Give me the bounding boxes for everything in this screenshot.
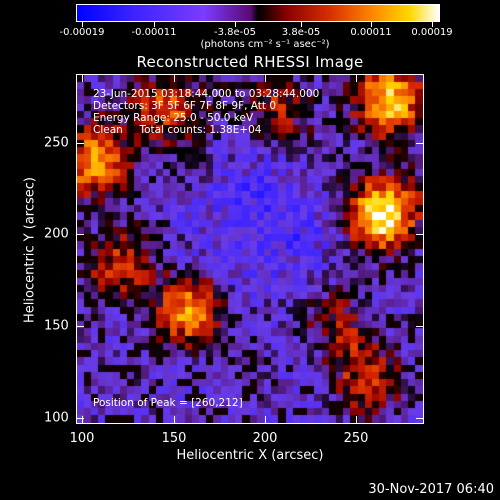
colorbar-tick-label: 0.00019 — [411, 27, 453, 38]
colorbar-tick — [235, 22, 236, 27]
colorbar-tick — [154, 22, 155, 27]
x-axis-tick — [82, 416, 83, 424]
colorbar-tick-label: -3.8e-05 — [214, 27, 256, 38]
x-axis-tick-label: 150 — [161, 431, 187, 446]
y-axis-tick-right — [416, 326, 424, 327]
image-plot-area: 23-Jun-2015 03:18:44.000 to 03:28:44.000… — [76, 74, 424, 424]
colorbar-tick-label: -0.00019 — [59, 27, 105, 38]
y-axis-tick-right — [416, 418, 424, 419]
x-axis-tick-label: 200 — [252, 431, 278, 446]
y-axis-tick-right — [416, 234, 424, 235]
plot-title: Reconstructed RHESSI Image — [136, 53, 364, 71]
y-axis-tick-label: 250 — [44, 135, 69, 151]
y-axis-tick — [76, 234, 84, 235]
x-axis-tick-top — [82, 74, 83, 82]
y-axis-tick — [76, 326, 84, 327]
x-axis-tick — [356, 416, 357, 424]
y-axis-tick-right — [416, 143, 424, 144]
y-axis-tick-label: 200 — [44, 226, 69, 242]
heatmap-image — [77, 75, 423, 423]
info-clean-counts: Clean Total counts: 1.38E+04 — [93, 124, 262, 136]
colorbar-tick — [432, 22, 433, 27]
info-energy-range: Energy Range: 25.0 - 50.0 keV — [93, 112, 254, 124]
y-axis-tick-label: 100 — [44, 410, 69, 426]
colorbar-tick-label: 0.00011 — [350, 27, 392, 38]
x-axis-tick — [174, 416, 175, 424]
x-axis-tick-top — [174, 74, 175, 82]
y-axis-title: Heliocentric Y (arcsec) — [22, 177, 38, 323]
x-axis-title: Heliocentric X (arcsec) — [176, 448, 324, 463]
colorbar-tick-label: 3.8e-05 — [281, 27, 321, 38]
colorbar-tick — [82, 22, 83, 27]
colorbar — [76, 4, 440, 22]
colorbar-units: (photons cm⁻² s⁻¹ asec⁻²) — [200, 39, 330, 50]
colorbar-tick-label: -0.00011 — [131, 27, 177, 38]
x-axis-tick-label: 250 — [343, 431, 369, 446]
x-axis-tick-top — [265, 74, 266, 82]
info-peak-position: Position of Peak = [260,212] — [93, 397, 243, 409]
y-axis-tick — [76, 143, 84, 144]
y-axis-tick — [76, 418, 84, 419]
colorbar-tick — [371, 22, 372, 27]
footer-date: 30-Nov-2017 06:40 — [368, 482, 494, 497]
colorbar-tick — [301, 22, 302, 27]
info-time-range: 23-Jun-2015 03:18:44.000 to 03:28:44.000 — [93, 88, 320, 100]
x-axis-tick-top — [356, 74, 357, 82]
x-axis-tick-label: 100 — [69, 431, 95, 446]
info-detectors: Detectors: 3F 5F 6F 7F 8F 9F, Att 0 — [93, 100, 277, 112]
x-axis-tick — [265, 416, 266, 424]
y-axis-tick-label: 150 — [44, 318, 69, 334]
